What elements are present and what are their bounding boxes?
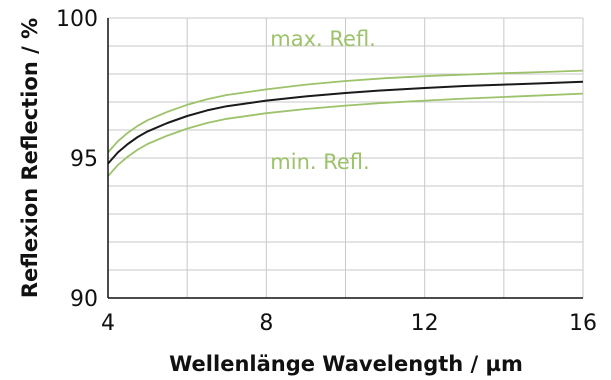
x-tick-labels: 4 8 12 16 (101, 311, 597, 336)
series-lines (107, 69, 584, 177)
series-line-typical (107, 80, 584, 165)
y-tick-label: 95 (70, 147, 98, 172)
y-axis-label: Reflexion Reflection / % (18, 18, 42, 298)
y-tick-label: 100 (56, 7, 98, 32)
x-axis-label: Wellenlänge Wavelength / µm (169, 352, 523, 376)
x-tick-label: 16 (569, 311, 597, 336)
axes (107, 18, 583, 299)
grid-lines (108, 17, 584, 298)
series-line-max (107, 69, 584, 153)
x-tick-label: 8 (259, 311, 273, 336)
y-tick-label: 90 (70, 287, 98, 312)
series-line-min (107, 92, 584, 177)
x-tick-label: 12 (411, 311, 439, 336)
annotation-label: max. Refl. (270, 27, 376, 51)
annotation-label: min. Refl. (270, 150, 369, 174)
x-tick-label: 4 (101, 311, 115, 336)
y-tick-labels: 90 95 100 (56, 7, 98, 312)
annotations: max. Refl. min. Refl. (270, 27, 376, 174)
